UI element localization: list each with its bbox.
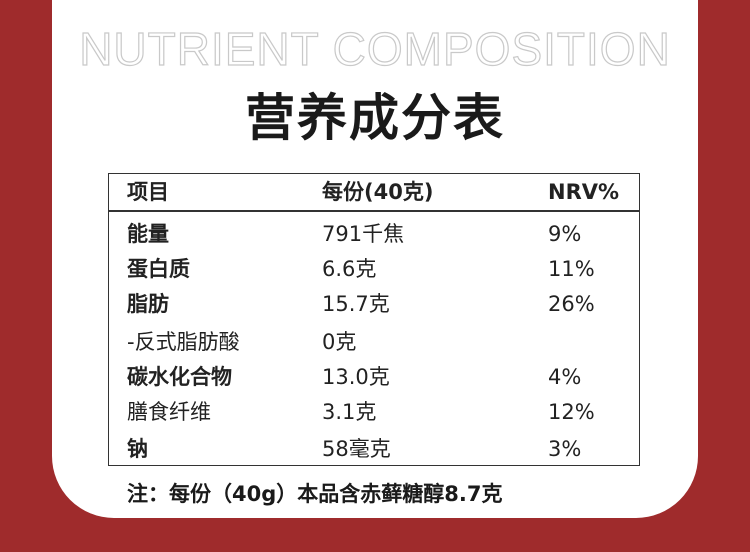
cell: 9% bbox=[548, 222, 582, 246]
row-label: 膳食纤维 bbox=[127, 400, 211, 424]
footnote: 注：每份（40g）本品含赤藓糖醇8.7克 bbox=[127, 482, 503, 506]
column-header: 每份(40克) bbox=[322, 180, 434, 204]
title: 营养成分表 bbox=[245, 89, 505, 147]
row-label: 钠 bbox=[127, 437, 148, 461]
row-label: 碳水化合物 bbox=[127, 365, 232, 389]
row-label: -反式脂肪酸 bbox=[127, 330, 240, 354]
cell: 3% bbox=[548, 437, 582, 461]
cell: 15.7克 bbox=[322, 292, 390, 316]
header-divider bbox=[108, 210, 640, 212]
cell: 4% bbox=[548, 365, 582, 389]
cell: 11% bbox=[548, 257, 595, 281]
table bbox=[108, 173, 640, 466]
eyebrow: NUTRIENT COMPOSITION bbox=[79, 22, 671, 75]
cell: 13.0克 bbox=[322, 365, 390, 389]
row-label: 脂肪 bbox=[127, 292, 169, 316]
cell: 26% bbox=[548, 292, 595, 316]
column-header: 项目 bbox=[127, 180, 169, 204]
cell: 12% bbox=[548, 400, 595, 424]
column-header: NRV% bbox=[548, 180, 620, 204]
cell: 0克 bbox=[322, 330, 357, 354]
cell: 791千焦 bbox=[322, 222, 405, 246]
cell: 6.6克 bbox=[322, 257, 377, 281]
cell: 58毫克 bbox=[322, 437, 391, 461]
row-label: 能量 bbox=[127, 222, 169, 246]
cell: 3.1克 bbox=[322, 400, 377, 424]
card bbox=[52, 0, 698, 518]
row-label: 蛋白质 bbox=[127, 257, 190, 281]
